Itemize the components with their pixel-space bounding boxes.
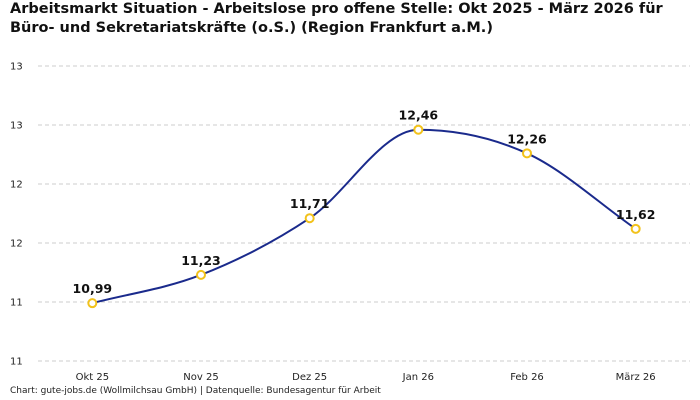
gridlines: [38, 65, 690, 362]
data-label: 11,71: [290, 196, 330, 211]
data-label: 12,26: [507, 131, 547, 146]
data-labels: 10,99 11,23 11,71 12,46 12,26 11,62: [73, 108, 656, 296]
x-tick-label: Feb 26: [510, 372, 544, 383]
y-tick-label: 12: [10, 180, 23, 191]
x-tick-label: Nov 25: [183, 372, 218, 383]
data-label: 12,46: [399, 108, 439, 123]
data-point: [87, 298, 98, 309]
data-point: [304, 213, 315, 224]
data-point: [196, 269, 206, 280]
x-tick-label: Jan 26: [402, 372, 434, 383]
series-line: [92, 128, 637, 305]
y-axis-ticks: 11 11 12 12 13 13: [10, 62, 23, 368]
x-tick-label: März 26: [616, 372, 656, 383]
y-tick-label: 11: [10, 298, 23, 309]
x-tick-label: Okt 25: [76, 372, 110, 383]
series-path: [92, 128, 637, 305]
data-label: 10,99: [73, 281, 113, 296]
x-tick-label: Dez 25: [292, 372, 327, 383]
x-axis-ticks: Okt 25 Nov 25 Dez 25 Jan 26 Feb 26 März 26: [76, 372, 656, 383]
data-points: [87, 124, 641, 309]
y-tick-label: 13: [10, 62, 23, 73]
data-point: [413, 124, 424, 135]
chart-title: Arbeitsmarkt Situation - Arbeitslose pro…: [10, 1, 663, 36]
data-label: 11,62: [616, 207, 656, 222]
y-tick-label: 11: [10, 357, 23, 368]
y-tick-label: 13: [10, 121, 23, 132]
data-point: [522, 148, 532, 159]
source-note: Chart: gute-jobs.de (Wollmilchsau GmbH) …: [10, 386, 381, 396]
data-label: 11,23: [181, 253, 221, 268]
data-point: [630, 223, 641, 234]
y-tick-label: 12: [10, 239, 23, 250]
